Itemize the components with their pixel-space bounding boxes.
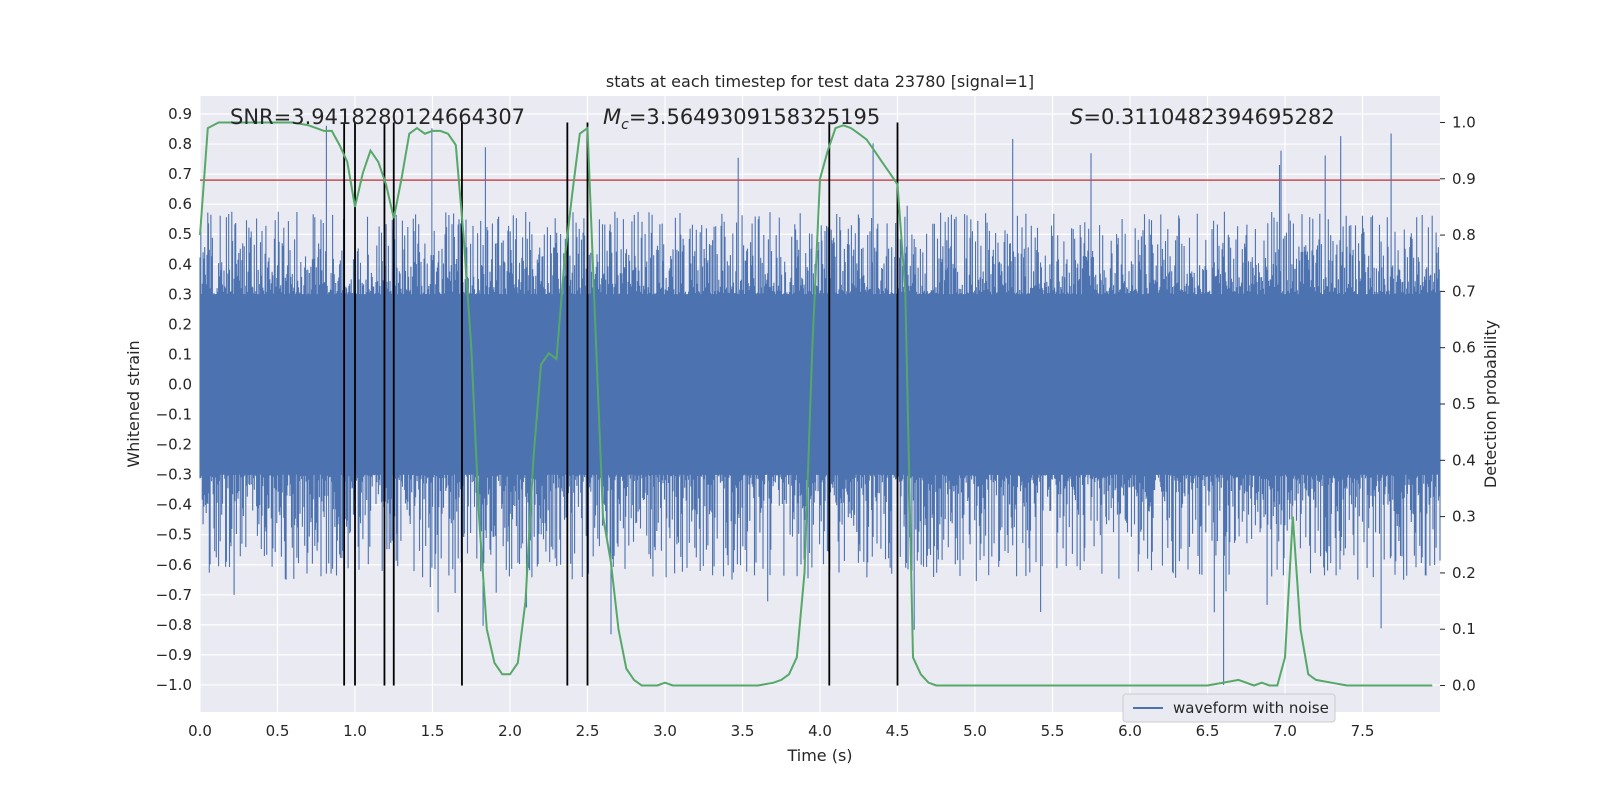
left-tick-label: −0.1 <box>156 406 192 424</box>
chart-title: stats at each timestep for test data 237… <box>606 72 1034 91</box>
right-tick-label: 0.4 <box>1452 451 1476 469</box>
right-tick-label: 0.6 <box>1452 339 1476 357</box>
left-tick-label: 0.8 <box>168 135 192 153</box>
x-tick-label: 1.5 <box>421 722 445 740</box>
left-tick-label: −0.5 <box>156 526 192 544</box>
right-tick-label: 0.8 <box>1452 226 1476 244</box>
left-tick-label: −0.8 <box>156 616 192 634</box>
left-tick-label: −0.3 <box>156 466 192 484</box>
x-tick-label: 4.5 <box>886 722 910 740</box>
right-tick-label: 0.9 <box>1452 170 1476 188</box>
left-tick-label: 0.5 <box>168 225 192 243</box>
left-tick-label: 0.6 <box>168 195 192 213</box>
x-axis-label: Time (s) <box>786 746 852 765</box>
left-axis-label: Whitened strain <box>124 340 143 467</box>
s-annotation: S=0.3110482394695282 <box>1070 105 1335 129</box>
right-tick-label: 0.5 <box>1452 395 1476 413</box>
probability-line <box>199 121 1433 687</box>
left-tick-label: −0.6 <box>156 556 192 574</box>
x-tick-label: 3.0 <box>653 722 677 740</box>
left-tick-label: −0.7 <box>156 586 192 604</box>
x-tick-label: 6.0 <box>1118 722 1142 740</box>
left-tick-label: 0.9 <box>168 105 192 123</box>
left-tick-label: −0.9 <box>156 646 192 664</box>
right-tick-label: 0.2 <box>1452 564 1476 582</box>
x-tick-label: 4.0 <box>808 722 832 740</box>
legend-box <box>1122 693 1336 723</box>
x-tick-label: 0.0 <box>188 722 212 740</box>
left-tick-label: 0.1 <box>168 345 192 363</box>
legend-label: waveform with noise <box>1173 699 1329 717</box>
s-value: =0.3110482394695282 <box>1083 105 1334 129</box>
left-tick-label: −0.2 <box>156 436 192 454</box>
detection-probability-series <box>199 121 1433 687</box>
mc-value: =3.5649309158325195 <box>629 105 880 129</box>
x-tick-label: 7.5 <box>1351 722 1375 740</box>
x-tick-label: 5.0 <box>963 722 987 740</box>
left-axis-ticks: 0.9 0.8 0.7 0.6 0.5 0.4 0.3 0.2 0.1 0.0 −0.1 −0.2 −0… <box>156 105 192 694</box>
x-tick-label: 5.5 <box>1041 722 1065 740</box>
right-axis-ticks: 1.0 0.9 0.8 0.7 0.6 0.5 0.4 0.3 0.2 0.1 0.0 <box>1440 113 1476 695</box>
right-tick-label: 0.7 <box>1452 282 1476 300</box>
x-tick-label: 1.0 <box>343 722 367 740</box>
waveform-series <box>199 125 1441 685</box>
x-axis-ticks: 0.0 0.5 1.0 1.5 2.0 2.5 3.0 3.5 4.0 4.5 5.0 5.5 6.0 6… <box>188 722 1374 740</box>
x-tick-label: 2.0 <box>498 722 522 740</box>
left-tick-label: 0.7 <box>168 165 192 183</box>
left-tick-label: 0.3 <box>168 285 192 303</box>
left-tick-label: −1.0 <box>156 676 192 694</box>
left-tick-label: 0.2 <box>168 315 192 333</box>
waveform-core-band <box>200 294 1440 475</box>
right-tick-label: 0.3 <box>1452 508 1476 526</box>
snr-annotation: SNR=3.9418280124664307 <box>230 105 525 129</box>
right-tick-label: 0.1 <box>1452 620 1476 638</box>
x-tick-label: 3.5 <box>731 722 755 740</box>
legend: waveform with noise <box>1122 693 1336 723</box>
s-symbol: S <box>1070 105 1083 129</box>
left-tick-label: 0.0 <box>168 375 192 393</box>
mc-symbol: M <box>603 105 621 129</box>
x-tick-label: 6.5 <box>1196 722 1220 740</box>
right-axis-label: Detection probability <box>1481 320 1500 488</box>
right-tick-label: 1.0 <box>1452 113 1476 131</box>
x-tick-label: 7.0 <box>1273 722 1297 740</box>
left-tick-label: 0.4 <box>168 255 192 273</box>
mc-subscript: c <box>621 117 629 133</box>
mc-annotation: Mc=3.5649309158325195 <box>603 105 880 133</box>
left-tick-label: −0.4 <box>156 496 192 514</box>
x-tick-label: 0.5 <box>266 722 290 740</box>
right-tick-label: 0.0 <box>1452 677 1476 695</box>
x-tick-label: 2.5 <box>576 722 600 740</box>
